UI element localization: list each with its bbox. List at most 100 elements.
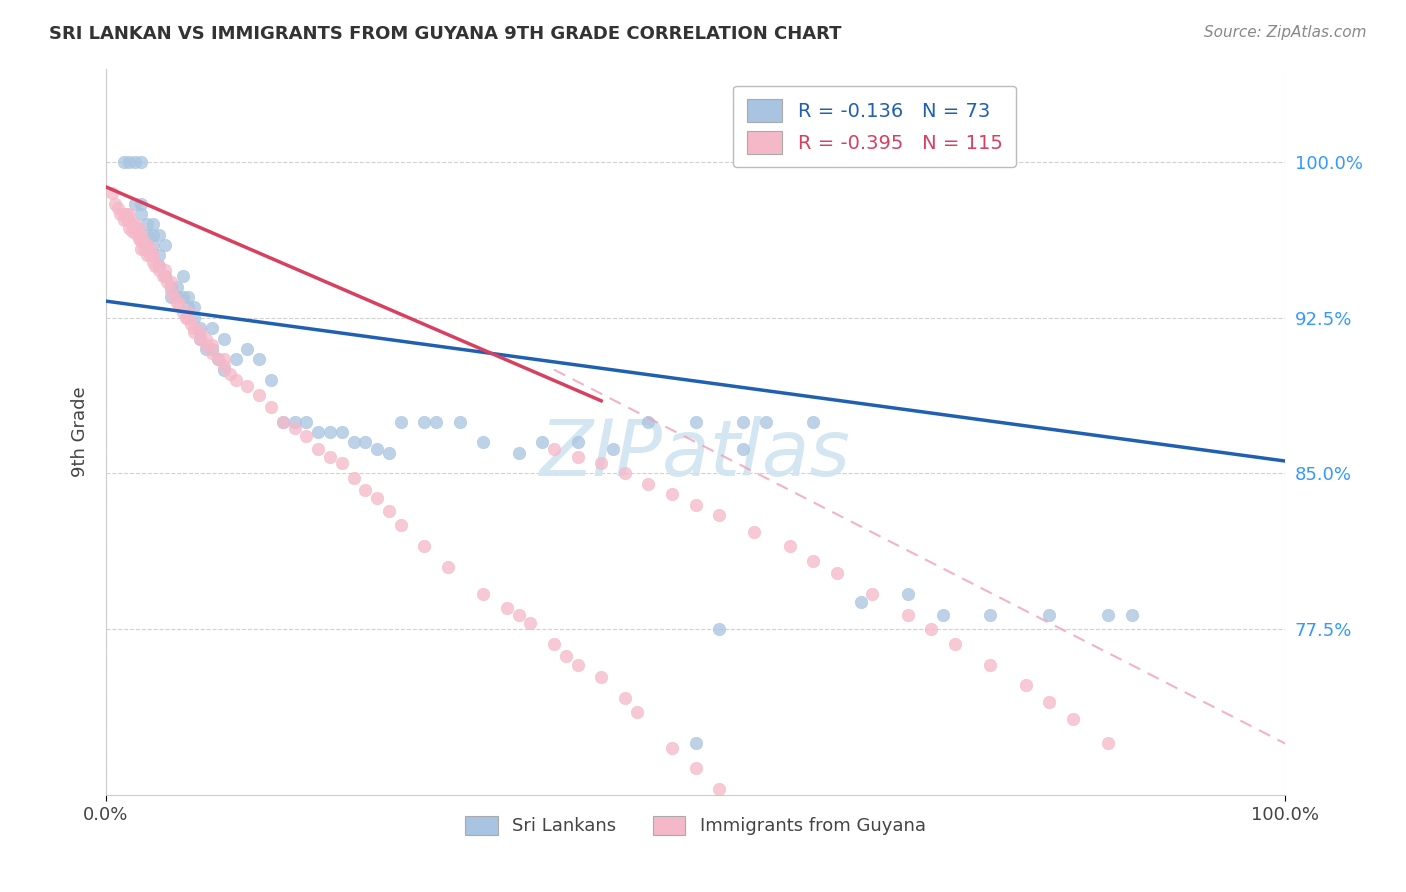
Point	[212, 352, 235, 367]
Point	[271, 415, 294, 429]
Point	[449, 415, 471, 429]
Point	[129, 155, 152, 169]
Point	[591, 456, 613, 470]
Point	[897, 587, 920, 601]
Point	[685, 761, 707, 775]
Point	[307, 442, 329, 456]
Point	[172, 290, 194, 304]
Point	[1038, 695, 1060, 709]
Point	[188, 321, 211, 335]
Point	[354, 435, 377, 450]
Point	[153, 269, 176, 284]
Point	[707, 622, 730, 636]
Point	[136, 248, 159, 262]
Point	[128, 221, 150, 235]
Point	[136, 238, 159, 252]
Point	[101, 186, 124, 201]
Point	[472, 587, 495, 601]
Point	[159, 276, 181, 290]
Point	[142, 217, 165, 231]
Point	[225, 352, 247, 367]
Point	[142, 238, 165, 252]
Point	[554, 649, 576, 664]
Point	[180, 317, 202, 331]
Point	[897, 607, 920, 622]
Text: SRI LANKAN VS IMMIGRANTS FROM GUYANA 9TH GRADE CORRELATION CHART: SRI LANKAN VS IMMIGRANTS FROM GUYANA 9TH…	[49, 25, 842, 43]
Text: ZIPatlas: ZIPatlas	[540, 416, 851, 491]
Point	[307, 425, 329, 439]
Point	[319, 425, 342, 439]
Point	[104, 196, 127, 211]
Point	[148, 248, 170, 262]
Point	[849, 595, 872, 609]
Point	[803, 415, 825, 429]
Point	[183, 321, 205, 335]
Point	[167, 296, 190, 310]
Point	[766, 836, 789, 850]
Point	[531, 435, 554, 450]
Point	[195, 342, 218, 356]
Point	[118, 155, 141, 169]
Point	[626, 706, 648, 720]
Point	[201, 342, 224, 356]
Point	[519, 615, 541, 630]
Point	[156, 276, 179, 290]
Point	[1038, 607, 1060, 622]
Point	[183, 326, 205, 340]
Point	[212, 359, 235, 373]
Point	[159, 290, 181, 304]
Point	[201, 321, 224, 335]
Point	[115, 213, 138, 227]
Point	[591, 670, 613, 684]
Point	[567, 450, 589, 464]
Point	[153, 269, 176, 284]
Point	[707, 782, 730, 797]
Point	[201, 346, 224, 360]
Point	[943, 637, 966, 651]
Point	[177, 310, 200, 325]
Point	[378, 446, 401, 460]
Point	[183, 310, 205, 325]
Point	[1062, 712, 1084, 726]
Point	[1015, 678, 1038, 692]
Point	[731, 415, 754, 429]
Point	[567, 435, 589, 450]
Point	[201, 337, 224, 351]
Point	[142, 248, 165, 262]
Point	[212, 331, 235, 345]
Legend: Sri Lankans, Immigrants from Guyana: Sri Lankans, Immigrants from Guyana	[457, 807, 935, 845]
Point	[920, 622, 942, 636]
Point	[172, 304, 194, 318]
Point	[129, 196, 152, 211]
Point	[637, 415, 659, 429]
Point	[166, 290, 188, 304]
Point	[979, 607, 1001, 622]
Point	[152, 269, 174, 284]
Point	[413, 539, 436, 553]
Point	[188, 331, 211, 345]
Point	[685, 736, 707, 750]
Point	[779, 539, 801, 553]
Point	[637, 476, 659, 491]
Point	[342, 435, 364, 450]
Point	[148, 263, 170, 277]
Point	[330, 456, 353, 470]
Point	[142, 254, 165, 268]
Point	[543, 637, 565, 651]
Point	[129, 227, 152, 242]
Point	[354, 483, 377, 497]
Point	[124, 226, 146, 240]
Point	[661, 740, 683, 755]
Point	[107, 201, 129, 215]
Point	[124, 196, 146, 211]
Point	[112, 207, 135, 221]
Point	[121, 223, 143, 237]
Point	[247, 352, 270, 367]
Point	[148, 259, 170, 273]
Point	[138, 248, 160, 262]
Point	[124, 221, 146, 235]
Point	[685, 415, 707, 429]
Point	[366, 442, 388, 456]
Point	[124, 155, 146, 169]
Point	[172, 269, 194, 284]
